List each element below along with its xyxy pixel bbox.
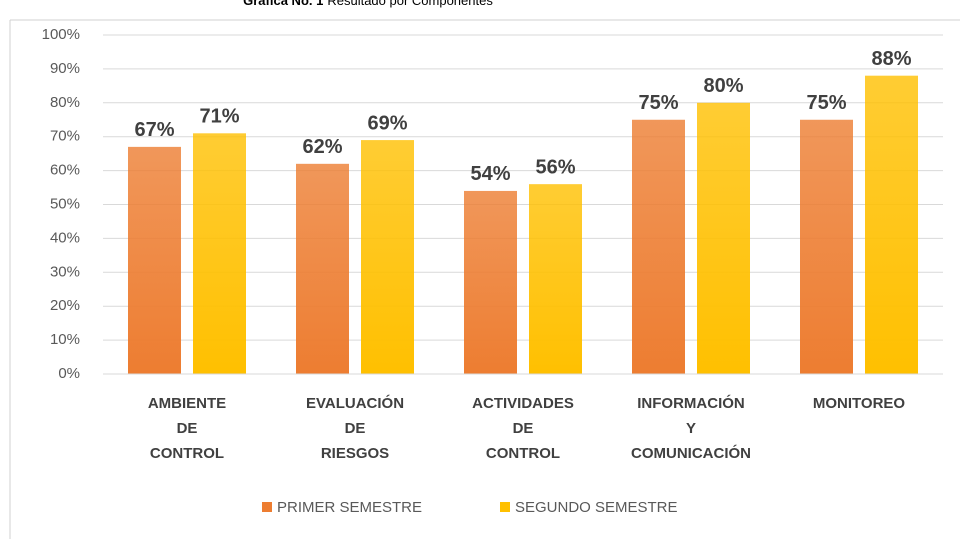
title-text: Resultado por Componentes: [327, 0, 493, 8]
x-tick-label: ACTIVIDADES DE CONTROL: [472, 395, 574, 462]
legend-label: SEGUNDO SEMESTRE: [515, 499, 678, 516]
bar: [800, 119, 853, 374]
y-tick-label: 60%: [50, 162, 80, 179]
x-tick-label: EVALUACIÓN DE RIESGOS: [306, 394, 404, 462]
legend-swatch: [500, 502, 510, 512]
value-label: 71%: [199, 106, 239, 128]
y-tick-label: 20%: [50, 297, 80, 314]
chart-title: Gráfica No. 1 Resultado por Componentes: [243, 0, 493, 8]
bar: [128, 146, 181, 374]
y-tick-label: 70%: [50, 128, 80, 145]
y-tick-label: 100%: [42, 26, 80, 43]
x-tick-label: AMBIENTE DE CONTROL: [148, 395, 226, 462]
value-label: 88%: [871, 48, 911, 70]
y-tick-label: 40%: [50, 229, 80, 246]
value-label: 75%: [638, 92, 678, 114]
value-label: 56%: [535, 156, 575, 178]
y-tick-label: 50%: [50, 195, 80, 212]
bar: [361, 140, 414, 374]
bar: [865, 75, 918, 375]
title-label: Gráfica No. 1: [243, 0, 323, 8]
value-label: 67%: [134, 119, 174, 141]
y-tick-label: 90%: [50, 60, 80, 77]
value-label: 80%: [703, 75, 743, 97]
y-tick-label: 30%: [50, 263, 80, 280]
x-tick-label: MONITOREO: [813, 395, 906, 412]
y-tick-label: 0%: [58, 365, 80, 382]
legend-swatch: [262, 502, 272, 512]
y-tick-label: 80%: [50, 94, 80, 111]
bar: [529, 184, 582, 374]
bar: [697, 102, 750, 375]
y-tick-label: 10%: [50, 331, 80, 348]
value-label: 62%: [302, 136, 342, 158]
value-label: 75%: [806, 92, 846, 114]
bar: [296, 163, 349, 374]
value-label: 69%: [367, 112, 407, 134]
bar: [464, 190, 517, 374]
value-label: 54%: [470, 163, 510, 185]
x-tick-label: INFORMACIÓN Y COMUNICACIÓN: [631, 394, 751, 462]
legend-label: PRIMER SEMESTRE: [277, 499, 422, 516]
bar: [632, 119, 685, 374]
bar: [193, 133, 246, 374]
